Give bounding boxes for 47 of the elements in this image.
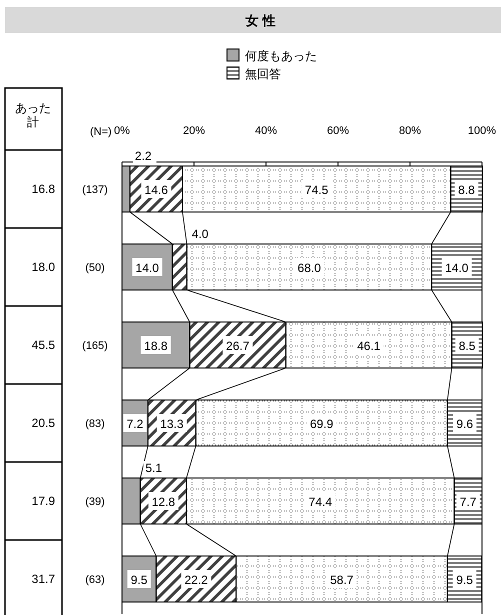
y-tick-label: (165): [82, 340, 108, 352]
data-label: 26.7: [226, 339, 250, 353]
data-label: 46.1: [357, 339, 381, 353]
data-label: 8.5: [458, 339, 476, 353]
y-tick-label: (50): [85, 262, 105, 274]
data-label: 8.8: [458, 183, 476, 197]
legend-label: 無回答: [245, 67, 281, 81]
data-label: 58.7: [330, 573, 354, 587]
x-tick-label: 40%: [254, 125, 278, 137]
text: 31.7: [32, 572, 56, 586]
y-tick-label: (39): [85, 496, 105, 508]
text: (N=): [90, 126, 112, 138]
text: 18.0: [32, 260, 56, 274]
x-tick-label: 20%: [182, 125, 206, 137]
chart-title: 女 性: [244, 13, 276, 28]
data-label: 18.8: [144, 339, 168, 353]
data-label: 2.2: [134, 149, 152, 163]
data-label: 12.8: [152, 495, 176, 509]
x-tick-label: 60%: [326, 125, 350, 137]
data-label: 74.4: [308, 495, 332, 509]
data-label: 9.6: [456, 417, 474, 431]
data-label: 7.7: [460, 495, 477, 509]
data-label: 74.5: [304, 183, 329, 197]
data-label: 68.0: [298, 261, 322, 275]
data-label: 9.5: [130, 573, 148, 587]
text: あった計: [15, 101, 51, 129]
data-label: 14.6: [144, 183, 168, 197]
y-tick-label: (83): [85, 418, 105, 430]
text: 45.5: [32, 338, 56, 352]
data-label: 14.0: [136, 261, 160, 275]
y-tick-label: (137): [82, 184, 108, 196]
data-label: 14.0: [445, 261, 469, 275]
data-label: 4.0: [192, 227, 209, 241]
text: 20.5: [32, 416, 56, 430]
data-label: 9.5: [456, 573, 474, 587]
x-tick-label: 0%: [114, 125, 130, 137]
data-label: 13.3: [160, 417, 184, 431]
y-tick-label: (63): [85, 574, 105, 586]
data-label: 5.1: [145, 461, 162, 475]
data-label: 69.9: [310, 417, 334, 431]
data-label: 7.2: [126, 417, 144, 431]
text: 17.9: [32, 494, 56, 508]
data-label: 22.2: [184, 573, 208, 587]
x-tick-label: 80%: [398, 125, 422, 137]
x-tick-label: 100%: [468, 125, 496, 137]
legend-label: 何度もあった: [245, 49, 317, 63]
text: 16.8: [32, 182, 56, 196]
